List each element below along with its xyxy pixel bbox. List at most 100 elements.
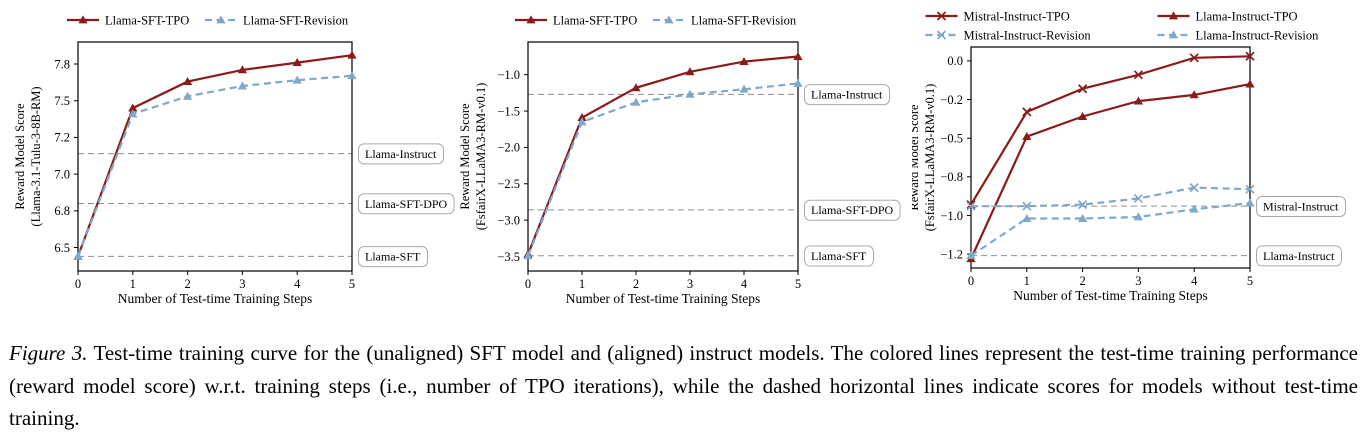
marker-triangle-icon <box>183 77 193 86</box>
x-axis-tick-label: 0 <box>968 274 974 288</box>
chart-middle-llama-sft-fsfairx-rm: Llama-Instruct Llama-SFT-DPO Llama-SFT −1.0… <box>456 0 912 317</box>
x-axis-tick-label: 3 <box>1135 274 1141 288</box>
x-axis-title: Number of Test-time Training Steps <box>118 291 313 306</box>
marker-triangle-icon <box>1022 213 1032 222</box>
marker-x-icon <box>1022 201 1032 211</box>
y-axis-title-line2: (FsfairX-LLaMA3-RM-v0.1) <box>923 84 937 232</box>
baseline-label-box <box>1256 245 1342 267</box>
legend-label-llama-instruct-revision: Llama-Instruct-Revision <box>1196 28 1320 42</box>
legend-label-mistral-instruct-tpo: Mistral-Instruct-TPO <box>964 9 1070 23</box>
marker-x-icon <box>1077 84 1088 94</box>
y-axis-title-line1: Reward Model Score <box>458 103 472 210</box>
y-axis-title-line1: Reward Model Score <box>912 104 921 211</box>
legend-label-llama-sft-revision: Llama-SFT-Revision <box>243 13 349 27</box>
x-axis-tick-label: 2 <box>184 277 190 291</box>
marker-triangle-icon <box>1078 111 1088 120</box>
marker-triangle-icon <box>685 89 695 98</box>
marker-triangle-icon <box>1189 90 1199 99</box>
series-line-llama-sft-tpo <box>526 55 799 255</box>
y-axis-title-line2: (FsfairX-LLaMA3-RM-v0.1) <box>474 83 488 231</box>
baseline-label-box <box>1256 195 1346 217</box>
marker-triangle-icon <box>78 15 88 24</box>
series-line-mistral-instruct-tpo <box>970 55 1251 206</box>
baseline-label-llama-sft: Llama-SFT <box>365 250 421 264</box>
marker-x-icon <box>1077 200 1088 210</box>
marker-x-icon <box>1133 193 1144 204</box>
y-axis-tick-label: 7.8 <box>54 57 70 71</box>
marker-triangle-icon <box>739 84 749 93</box>
series-line-llama-sft-revision <box>526 82 799 257</box>
marker-triangle-icon <box>664 15 674 24</box>
marker-x-icon <box>1022 107 1032 117</box>
marker-triangle-icon <box>966 251 976 260</box>
x-axis-tick-label: 4 <box>1191 274 1198 288</box>
marker-triangle-icon <box>1168 11 1179 20</box>
x-axis-tick-label: 0 <box>75 277 81 291</box>
baseline-label-box <box>804 245 874 267</box>
x-axis-tick-label: 1 <box>1024 274 1030 288</box>
marker-triangle-icon <box>347 71 357 80</box>
x-axis-tick-label: 3 <box>687 277 693 291</box>
x-axis-tick-label: 1 <box>579 277 585 291</box>
marker-triangle-icon <box>1133 96 1143 105</box>
marker-triangle-icon <box>1078 213 1088 222</box>
legend-label-llama-sft-revision: Llama-SFT-Revision <box>691 13 797 27</box>
y-axis-tick-label: −0.5 <box>940 131 963 145</box>
baseline-label-box <box>804 199 901 221</box>
marker-triangle-icon <box>128 109 138 118</box>
x-axis-tick-label: 4 <box>741 277 748 291</box>
marker-triangle-icon <box>1133 212 1143 221</box>
marker-triangle-icon <box>1245 79 1255 88</box>
y-axis-tick-label: 7.5 <box>54 94 70 108</box>
y-axis-tick-label: −1.5 <box>497 104 520 118</box>
series-line-llama-instruct-revision <box>970 202 1251 257</box>
y-axis-tick-label: 7.0 <box>54 167 70 181</box>
marker-x-icon <box>936 30 947 40</box>
marker-triangle-icon <box>631 97 641 106</box>
marker-triangle-icon <box>523 251 533 260</box>
marker-triangle-icon <box>685 67 695 76</box>
caption-label: Figure 3. <box>9 341 88 365</box>
marker-triangle-icon <box>793 78 803 87</box>
y-axis-tick-label: 6.8 <box>54 204 70 218</box>
chart-left-llama-sft-tulu-rm: Llama-Instruct Llama-SFT-DPO Llama-SFT 7.8 7… <box>0 0 456 317</box>
marker-triangle-icon <box>577 113 587 122</box>
y-axis-tick-label: −0.8 <box>940 170 963 184</box>
marker-triangle-icon <box>128 103 138 112</box>
marker-x-icon <box>1189 53 1199 63</box>
y-axis-tick-label: −1.0 <box>497 68 520 82</box>
y-axis-tick-label: −3.0 <box>497 213 520 227</box>
y-axis-tick-label: 0.0 <box>947 54 963 68</box>
y-axis-tick-label: 6.5 <box>54 241 70 255</box>
marker-triangle-icon <box>292 57 302 66</box>
y-axis-tick-label: 7.2 <box>54 131 70 145</box>
legend-label-mistral-instruct-revision: Mistral-Instruct-Revision <box>964 28 1092 42</box>
baseline-label-llama-instruct: Llama-Instruct <box>811 88 883 102</box>
baseline-label-llama-sft-dpo: Llama-SFT-DPO <box>811 203 894 217</box>
figure-caption: Figure 3. Test-time training curve for t… <box>9 337 1358 435</box>
marker-x-icon <box>1245 51 1255 61</box>
baseline-label-llama-instruct: Llama-Instruct <box>1263 249 1335 263</box>
chart-canvas: Mistral-Instruct Llama-Instruct 0.0 −0.2 −0.… <box>907 9 1346 303</box>
charts-row: Llama-Instruct Llama-SFT-DPO Llama-SFT 7.8 7… <box>0 0 1346 317</box>
y-axis-tick-label: −1.2 <box>940 247 963 261</box>
y-axis-title-line2: (Llama-3.1-Tulu-3-8B-RM) <box>29 86 43 226</box>
marker-triangle-icon <box>347 50 357 59</box>
x-axis-tick-label: 1 <box>130 277 136 291</box>
marker-triangle-icon <box>631 83 641 92</box>
marker-x-icon <box>936 11 947 21</box>
marker-triangle-icon <box>526 15 536 24</box>
y-axis-tick-label: −1.0 <box>940 209 963 223</box>
x-axis-tick-label: 0 <box>525 277 531 291</box>
y-axis-tick-label: −3.5 <box>497 250 520 264</box>
baseline-label-box <box>804 84 890 106</box>
baseline-label-box <box>358 246 428 268</box>
marker-triangle-icon <box>577 117 587 126</box>
legend-label-llama-instruct-tpo: Llama-Instruct-TPO <box>1196 9 1298 23</box>
x-axis-tick-label: 5 <box>349 277 355 291</box>
marker-x-icon <box>966 200 976 210</box>
baseline-label-llama-sft: Llama-SFT <box>811 249 867 263</box>
chart-canvas: Llama-Instruct Llama-SFT-DPO Llama-SFT 7.8 7… <box>13 13 455 306</box>
x-axis-tick-label: 3 <box>239 277 245 291</box>
